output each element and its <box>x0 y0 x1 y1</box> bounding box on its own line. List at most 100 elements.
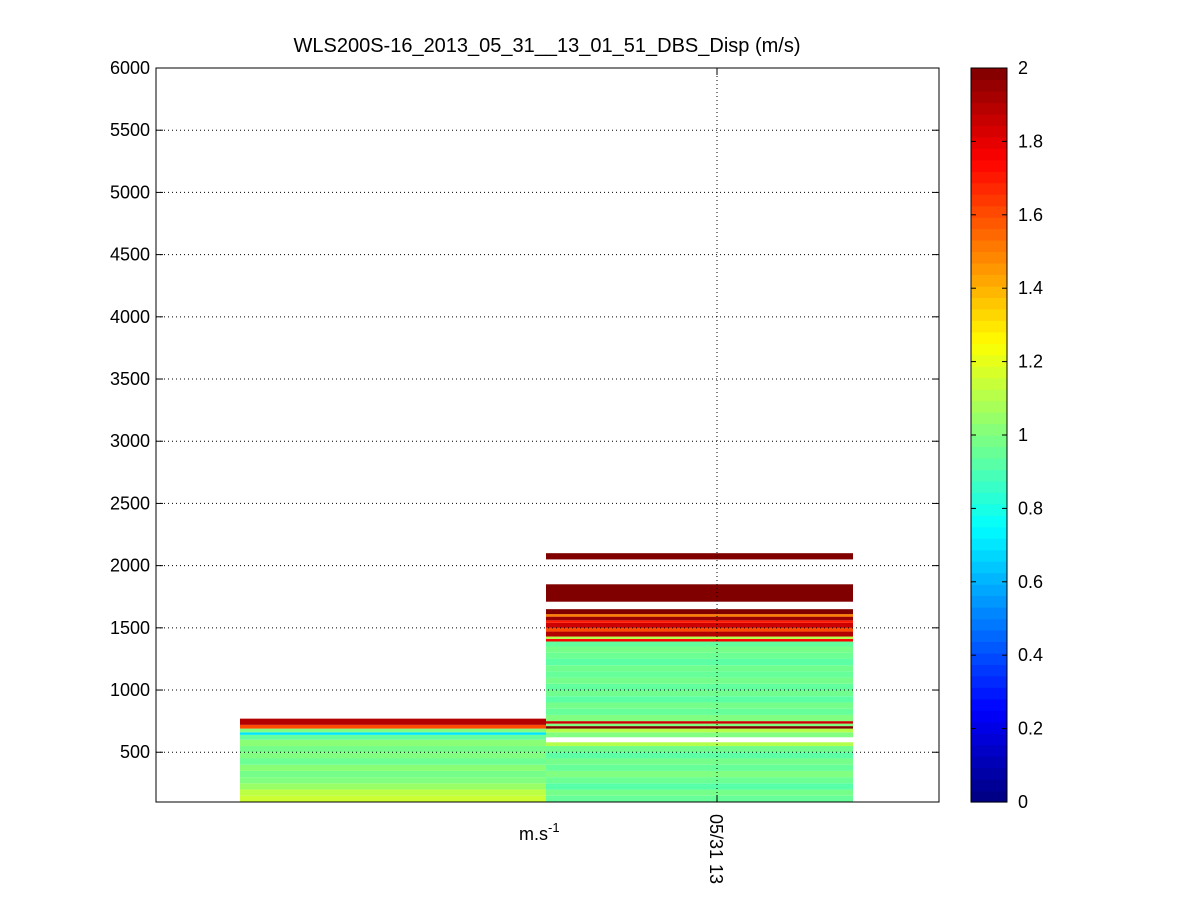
colorbar-tick-label: 0.6 <box>1018 572 1043 592</box>
y-tick-label: 3500 <box>110 369 150 389</box>
colorbar-step <box>971 90 1007 104</box>
y-tick-label: 1500 <box>110 618 150 638</box>
colorbar-step <box>971 125 1007 138</box>
heatmap-cell <box>546 746 853 753</box>
heatmap-cell <box>546 677 853 684</box>
heatmap-cell <box>546 646 853 653</box>
heatmap-cell <box>546 789 853 796</box>
heatmap-cell <box>240 795 546 802</box>
colorbar-tick-label: 2 <box>1018 58 1028 78</box>
heatmap-cell <box>240 728 546 733</box>
colorbar-step <box>971 159 1007 172</box>
colorbar-step <box>971 756 1007 769</box>
colorbar-step <box>971 526 1007 539</box>
colorbar-step <box>971 595 1007 608</box>
heatmap-cell <box>546 758 853 765</box>
colorbar-step <box>971 240 1007 253</box>
colorbar-step <box>971 457 1007 471</box>
heatmap-cell <box>546 795 853 802</box>
colorbar-step <box>971 423 1007 436</box>
heatmap-cell <box>240 789 546 796</box>
heatmap-cell <box>240 739 546 747</box>
heatmap-cell <box>546 671 853 678</box>
heatmap-cell <box>546 723 853 727</box>
colorbar-step <box>971 400 1007 413</box>
colorbar-step <box>971 194 1007 207</box>
grid-lines <box>156 68 939 802</box>
colorbar-step <box>971 492 1007 505</box>
colorbar-step <box>971 377 1007 390</box>
heatmap-cell <box>546 728 853 733</box>
heatmap-cell <box>546 726 853 729</box>
heatmap-cell <box>546 683 853 691</box>
colorbar-step <box>971 733 1007 746</box>
colorbar-step <box>971 641 1007 654</box>
colorbar-step <box>971 698 1007 711</box>
heatmap-cell <box>240 746 546 753</box>
unit-base: m.s <box>519 824 548 844</box>
colorbar-step <box>971 779 1007 792</box>
y-tick-label: 5000 <box>110 182 150 202</box>
heatmap-cell <box>546 631 853 637</box>
colorbar-step <box>971 721 1007 734</box>
colorbar-step <box>971 572 1007 585</box>
heatmap-cell <box>240 718 546 725</box>
colorbar-ticks: 0 0.2 0.4 0.6 0.8 1 1.2 1.4 1.6 1.8 2 <box>971 58 1043 812</box>
unit-exponent: -1 <box>548 820 560 835</box>
colorbar-step <box>971 412 1007 425</box>
heatmap-cell <box>240 758 546 765</box>
heatmap-cell <box>546 622 853 628</box>
x-tick: 05/31 13 <box>706 68 726 884</box>
colorbar-step <box>971 790 1007 803</box>
colorbar-step <box>971 285 1007 298</box>
chart-title: WLS200S-16_2013_05_31__13_01_51_DBS_Disp… <box>293 35 800 57</box>
heatmap-cell <box>546 665 853 672</box>
heatmap-cell <box>546 609 853 615</box>
colorbar-step <box>971 297 1007 310</box>
colorbar-step <box>971 182 1007 195</box>
heatmap-cell <box>546 721 853 724</box>
colorbar-step <box>971 480 1007 493</box>
colorbar-step <box>971 652 1007 665</box>
colorbar-step <box>971 389 1007 402</box>
x-tick-label: 05/31 13 <box>706 814 726 884</box>
colorbar <box>971 68 1007 803</box>
heatmap-cell <box>546 752 853 759</box>
heatmap-cell <box>546 714 853 722</box>
colorbar-step <box>971 308 1007 321</box>
colorbar-step <box>971 228 1007 241</box>
colorbar-step <box>971 446 1007 459</box>
y-tick-label: 1000 <box>110 680 150 700</box>
colorbar-step <box>971 538 1007 551</box>
y-tick-label: 2500 <box>110 493 150 513</box>
heatmap-cell <box>546 639 853 642</box>
colorbar-step <box>971 744 1007 757</box>
colorbar-step <box>971 79 1007 92</box>
heatmap-cell <box>240 734 546 740</box>
colorbar-step <box>971 549 1007 562</box>
heatmap-cell <box>546 616 853 621</box>
heatmap-cell <box>240 783 546 790</box>
heatmap-cell <box>240 752 546 759</box>
colorbar-tick-label: 1.2 <box>1018 352 1043 372</box>
heatmap-cells <box>240 553 853 802</box>
heatmap-cell <box>546 702 853 709</box>
colorbar-tick-label: 1.8 <box>1018 131 1043 151</box>
heatmap-cell <box>546 690 853 697</box>
y-tick-label: 5500 <box>110 120 150 140</box>
colorbar-step <box>971 561 1007 574</box>
colorbar-step <box>971 251 1007 264</box>
colorbar-tick-label: 1.4 <box>1018 278 1043 298</box>
colorbar-step <box>971 274 1007 287</box>
colorbar-unit-label: m.s-1 <box>519 820 560 844</box>
heatmap-cell <box>546 658 853 666</box>
heatmap-cell <box>240 764 546 771</box>
colorbar-step <box>971 503 1007 516</box>
colorbar-step <box>971 205 1007 218</box>
colorbar-step <box>971 343 1007 356</box>
heatmap-cell <box>546 783 853 790</box>
heatmap-cell <box>240 732 546 735</box>
heatmap-cell <box>546 770 853 778</box>
heatmap-cell <box>546 732 853 738</box>
